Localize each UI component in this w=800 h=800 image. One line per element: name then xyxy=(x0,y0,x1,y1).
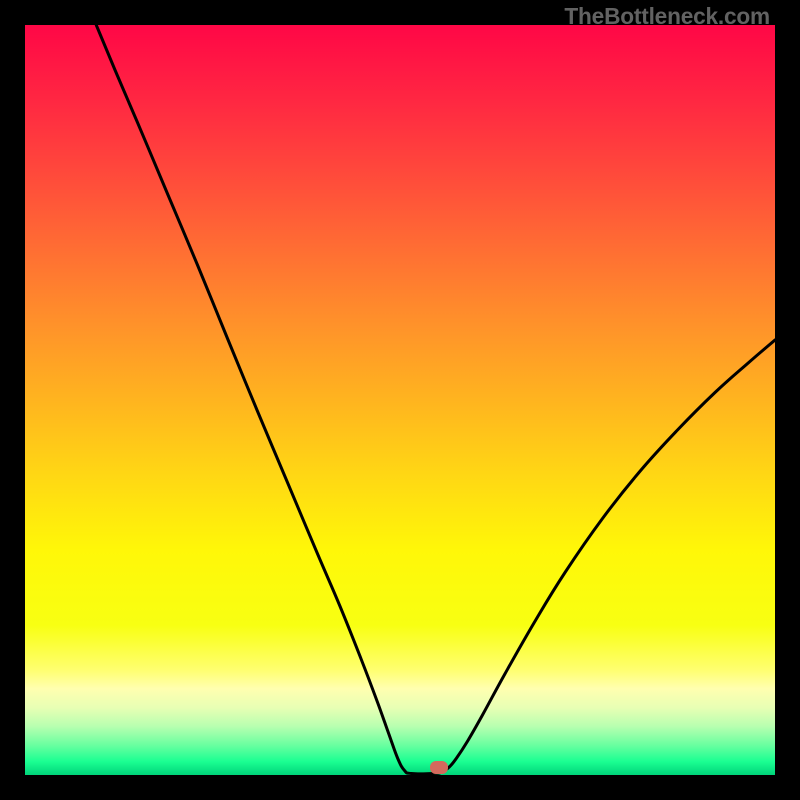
optimal-point-marker xyxy=(430,761,448,774)
watermark-label: TheBottleneck.com xyxy=(564,3,770,30)
chart-svg xyxy=(25,25,775,775)
plot-area xyxy=(25,25,775,775)
gradient-background xyxy=(25,25,775,775)
chart-stage: TheBottleneck.com xyxy=(0,0,800,800)
